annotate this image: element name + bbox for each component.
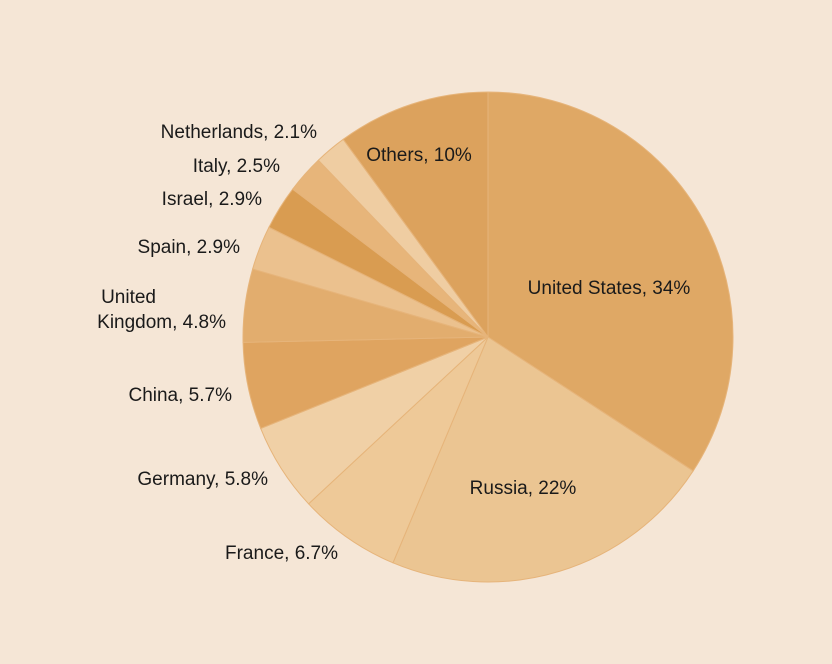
label-china: China, 5.7% <box>128 385 232 406</box>
slices-group <box>242 91 734 583</box>
label-united-kingdom: United Kingdom, 4.8% <box>97 287 226 333</box>
label-germany: Germany, 5.8% <box>137 469 268 490</box>
label-italy: Italy, 2.5% <box>193 156 280 177</box>
label-others: Others, 10% <box>366 145 472 166</box>
slice-others <box>342 91 489 339</box>
label-spain: Spain, 2.9% <box>138 237 241 258</box>
slice-russia <box>392 336 694 583</box>
label-russia: Russia, 22% <box>470 478 577 499</box>
label-netherlands: Netherlands, 2.1% <box>161 122 317 143</box>
label-united-states: United States, 34% <box>528 278 691 299</box>
slice-united-states <box>487 91 734 472</box>
label-france: France, 6.7% <box>225 543 338 564</box>
labels-group: United States, 34% Russia, 22% France, 6.7… <box>97 122 690 564</box>
label-israel: Israel, 2.9% <box>162 189 262 210</box>
